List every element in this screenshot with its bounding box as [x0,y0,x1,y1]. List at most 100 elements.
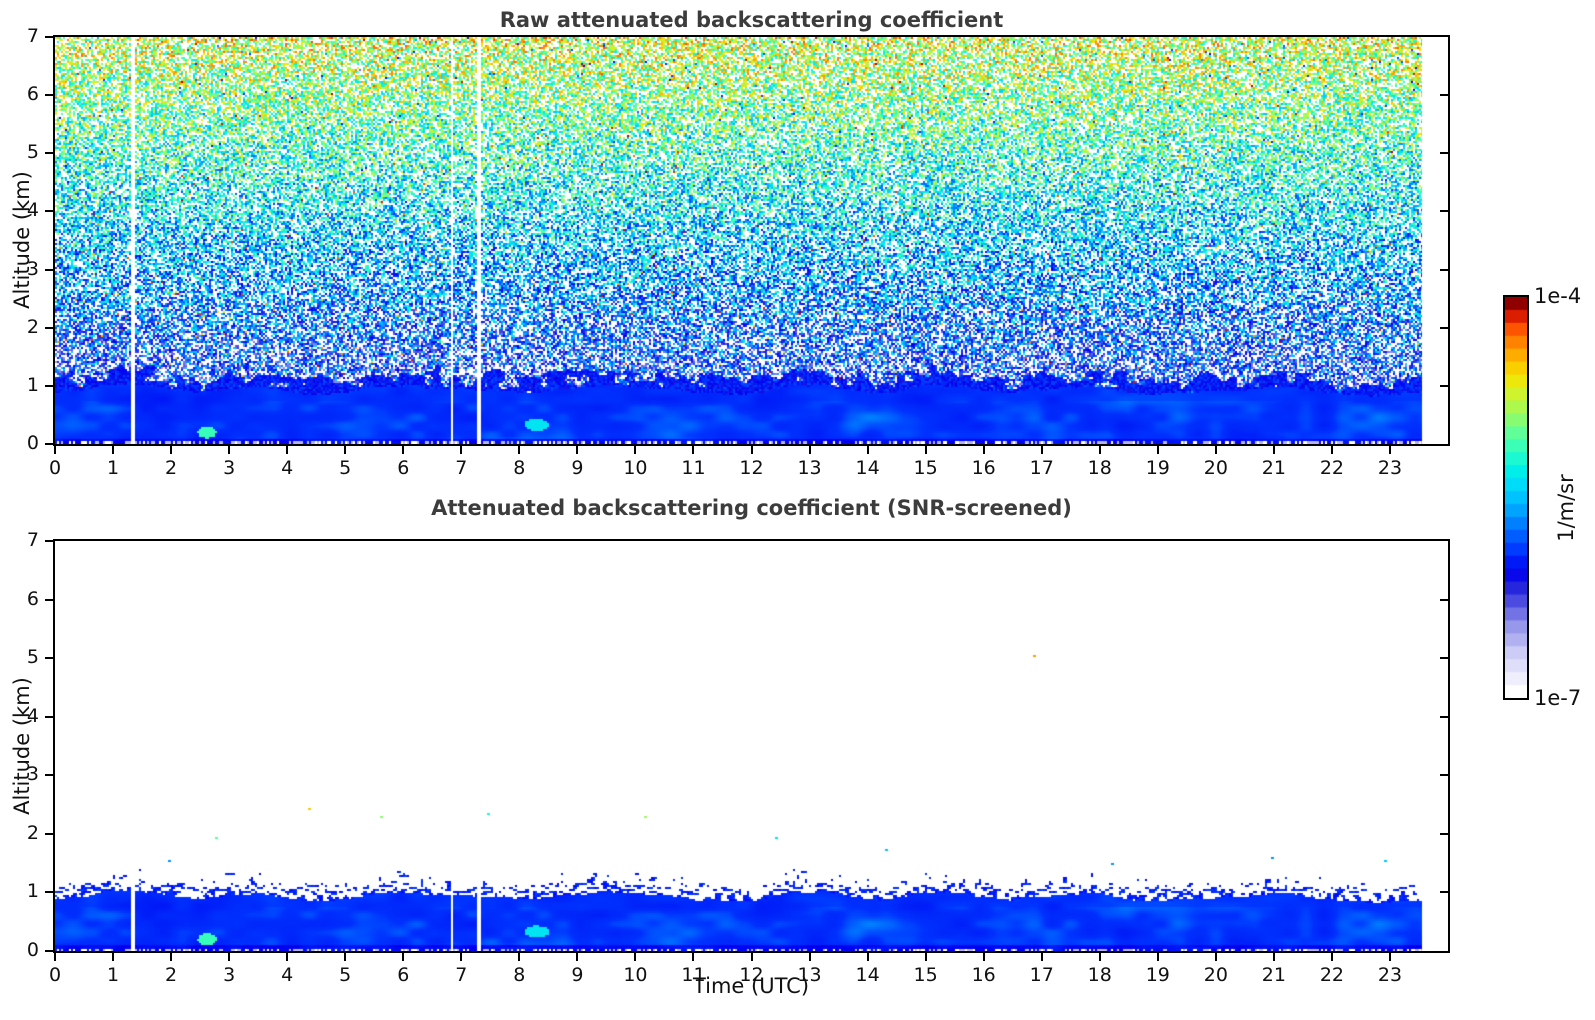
x-tick-label: 11 [681,457,706,479]
x-tick [576,446,579,454]
x-tick [1040,446,1043,454]
y-tick [45,326,53,329]
x-tick-label: 6 [397,457,410,479]
x-tick-label: 20 [1203,964,1228,986]
y-tick-right [1440,891,1448,894]
panel-screened-title: Attenuated backscattering coefficient (S… [431,496,1072,520]
y-tick-label: 3 [26,257,39,280]
x-tick [808,446,811,454]
x-tick-label: 8 [513,457,526,479]
x-tick-label: 7 [455,457,468,479]
y-tick-right [1440,326,1448,329]
x-tick-label: 4 [281,457,294,479]
x-tick [1040,953,1043,961]
x-tick-label: 8 [513,964,526,986]
x-tick-label: 11 [681,964,706,986]
y-tick-right [1440,94,1448,97]
x-tick [692,446,695,454]
x-tick-label: 0 [48,457,62,479]
x-tick-label: 3 [223,457,236,479]
x-tick [750,953,753,961]
y-tick [45,268,53,271]
x-tick [1156,953,1159,961]
x-tick [344,446,347,454]
y-tick [45,715,53,718]
y-tick [45,210,53,213]
y-tick-label: 3 [26,763,39,786]
x-tick [286,953,289,961]
x-tick-label: 12 [739,457,764,479]
x-tick [1214,953,1217,961]
x-tick-label: 15 [913,457,938,479]
y-tick-right [1440,210,1448,213]
colorbar-min-label: 1e-7 [1534,686,1582,710]
x-tick [228,953,231,961]
y-tick-right [1440,657,1448,660]
x-tick [402,953,405,961]
heatmap-raw-canvas [55,37,1448,444]
x-tick [1388,446,1391,454]
y-tick [45,94,53,97]
x-tick [750,446,753,454]
x-tick [518,953,521,961]
x-tick-label: 22 [1319,964,1344,986]
x-tick [54,953,56,961]
y-tick-label: 5 [26,646,39,669]
y-tick-right [1440,774,1448,777]
x-tick [1272,446,1275,454]
x-tick-label: 17 [1029,964,1054,986]
x-tick [170,953,173,961]
y-tick-label: 4 [26,704,39,727]
x-tick [1330,446,1333,454]
x-tick-label: 20 [1203,457,1228,479]
x-tick-label: 7 [455,964,468,986]
x-tick [112,953,115,961]
x-tick [982,953,985,961]
x-tick [1156,446,1159,454]
x-tick-label: 10 [623,457,648,479]
y-tick [45,443,53,445]
x-tick [924,446,927,454]
colorbar-max-label: 1e-4 [1534,284,1582,308]
y-tick-label: 1 [26,373,39,396]
x-tick [1272,953,1275,961]
x-tick-label: 9 [571,457,584,479]
y-tick-label: 4 [26,199,39,222]
x-tick [634,953,637,961]
x-tick-label: 18 [1087,457,1112,479]
x-tick [866,446,869,454]
x-tick [924,953,927,961]
heatmap-screened-canvas [55,541,1448,951]
x-tick [228,446,231,454]
x-tick-label: 16 [971,457,996,479]
x-tick-label: 21 [1261,964,1286,986]
x-tick [1098,446,1101,454]
y-tick-right [1440,598,1448,601]
y-tick-label: 7 [26,529,39,551]
x-tick-label: 2 [165,964,178,986]
y-tick-label: 2 [26,821,39,844]
x-tick-label: 16 [971,964,996,986]
x-tick [1214,446,1217,454]
y-tick-label: 7 [26,25,39,47]
y-tick-right [1440,832,1448,835]
x-tick [54,446,56,454]
x-axis-label: Time (UTC) [692,974,810,998]
x-tick [1330,953,1333,961]
x-tick [576,953,579,961]
x-tick-label: 1 [106,457,120,479]
y-tick [45,384,53,387]
colorbar-unit-label: 1/m/sr [1554,474,1578,542]
x-tick-label: 13 [797,457,822,479]
y-tick [45,832,53,835]
x-tick-label: 14 [855,457,880,479]
y-tick [45,891,53,894]
x-tick-label: 12 [739,964,764,986]
x-tick [866,953,869,961]
y-tick [45,540,53,542]
x-tick-label: 10 [623,964,648,986]
x-tick-label: 17 [1029,457,1054,479]
y-tick [45,36,53,38]
colorbar-canvas [1505,297,1527,698]
